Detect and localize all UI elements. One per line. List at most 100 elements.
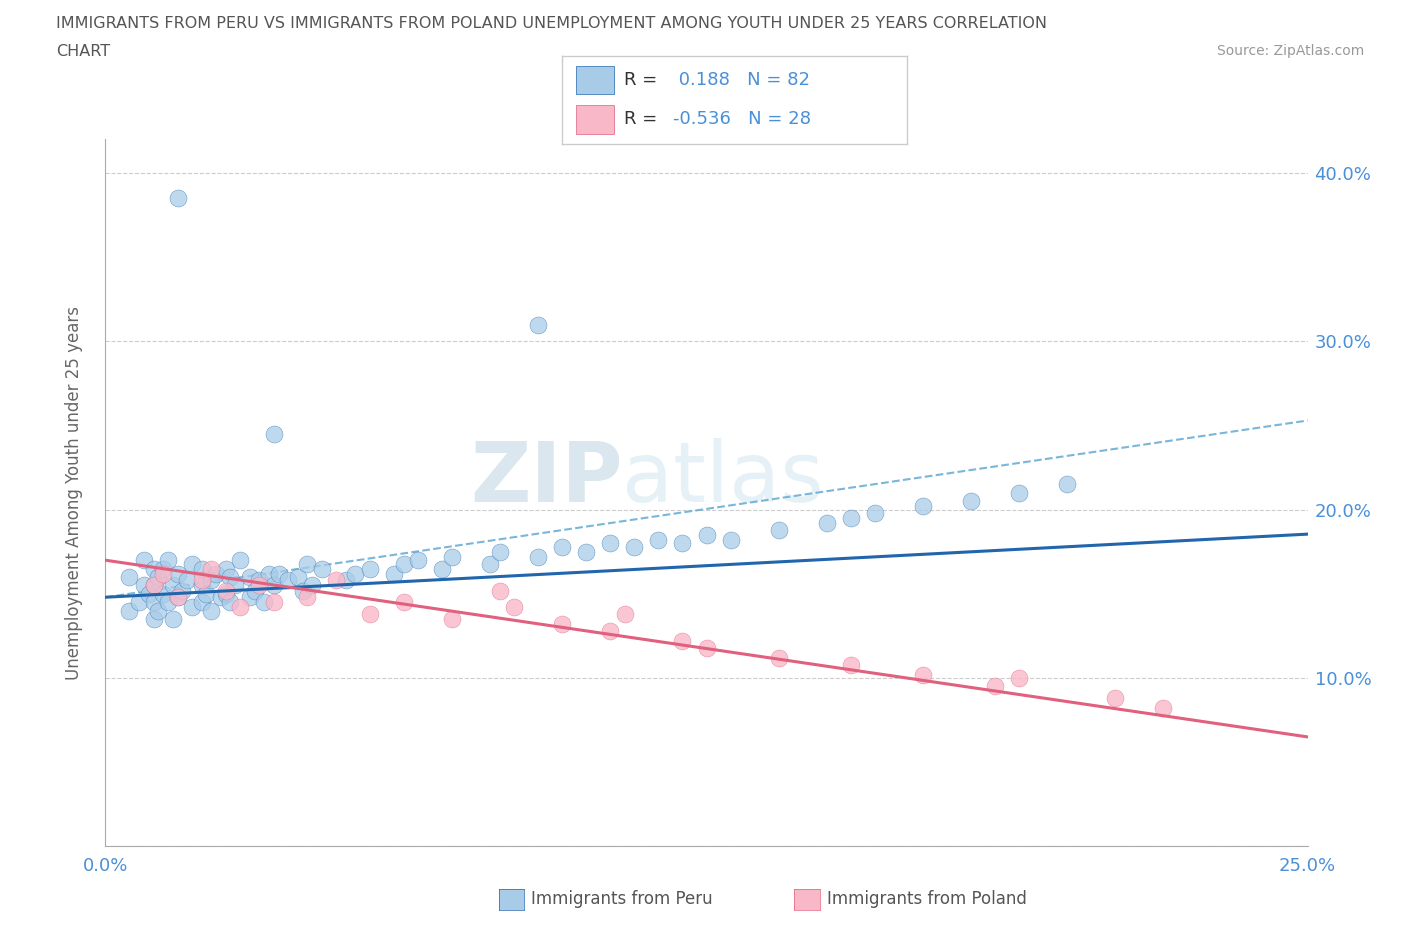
Text: 0.188   N = 82: 0.188 N = 82 [672,71,810,88]
Point [239,590,262,604]
Point [382,566,405,581]
Point [263,595,285,610]
Point [440,612,463,627]
Y-axis label: Unemployment Among Youth under 25 years: Unemployment Among Youth under 25 years [65,306,83,680]
Point [768,650,790,665]
Point [263,578,285,593]
Text: R =: R = [624,111,664,128]
Point [359,561,381,576]
Point [253,595,276,610]
Point [152,561,174,576]
Point [297,556,319,571]
Point [671,536,693,551]
Point [172,583,194,598]
Point [132,578,155,593]
Point [720,533,742,548]
Point [575,544,598,559]
Point [1008,671,1031,685]
Text: -0.536   N = 28: -0.536 N = 28 [672,111,811,128]
Point [359,606,381,621]
Point [839,658,862,672]
Point [599,536,621,551]
Point [984,679,1007,694]
Point [768,523,790,538]
Point [430,561,453,576]
FancyBboxPatch shape [576,105,614,134]
Point [205,566,228,581]
Point [301,578,323,593]
Point [152,587,174,602]
Point [152,566,174,581]
Point [527,550,550,565]
Point [239,569,262,584]
Point [1008,485,1031,500]
Point [863,506,886,521]
Point [190,578,212,593]
Point [209,590,232,604]
Point [247,573,270,588]
Point [960,494,983,509]
Point [214,587,236,602]
Point [440,550,463,565]
Point [195,587,218,602]
Point [200,604,222,618]
Point [181,600,204,615]
Point [257,566,280,581]
Point [647,533,669,548]
Point [1104,691,1126,706]
Point [406,552,429,567]
Point [214,561,236,576]
Point [181,556,204,571]
Point [200,561,222,576]
Point [696,640,718,655]
Text: Immigrants from Poland: Immigrants from Poland [827,890,1026,909]
Point [214,583,236,598]
Point [671,633,693,648]
Point [297,590,319,604]
Point [344,566,367,581]
Text: Immigrants from Peru: Immigrants from Peru [531,890,713,909]
Point [162,578,184,593]
Point [527,317,550,332]
Point [142,595,165,610]
Point [551,617,574,631]
Point [118,569,141,584]
Point [277,573,299,588]
Text: ZIP: ZIP [470,438,623,519]
Point [132,552,155,567]
Point [623,539,645,554]
Point [219,569,242,584]
Point [166,566,188,581]
Point [118,604,141,618]
Point [229,600,252,615]
Point [190,595,212,610]
Point [911,667,934,682]
Point [325,573,347,588]
Text: R =: R = [624,71,664,88]
Point [335,573,357,588]
Point [176,573,198,588]
Point [166,590,188,604]
Point [839,511,862,525]
Point [190,561,212,576]
Point [142,561,165,576]
Point [224,578,246,593]
Point [551,539,574,554]
Point [287,569,309,584]
Point [479,556,502,571]
Point [1152,701,1174,716]
FancyBboxPatch shape [576,65,614,94]
Point [503,600,526,615]
Point [156,552,179,567]
Point [142,612,165,627]
Point [815,516,838,531]
Point [200,573,222,588]
Text: CHART: CHART [56,44,110,59]
Point [696,527,718,542]
Point [247,578,270,593]
Point [263,427,285,442]
Point [392,595,415,610]
Point [128,595,150,610]
Point [599,623,621,638]
Point [291,583,314,598]
